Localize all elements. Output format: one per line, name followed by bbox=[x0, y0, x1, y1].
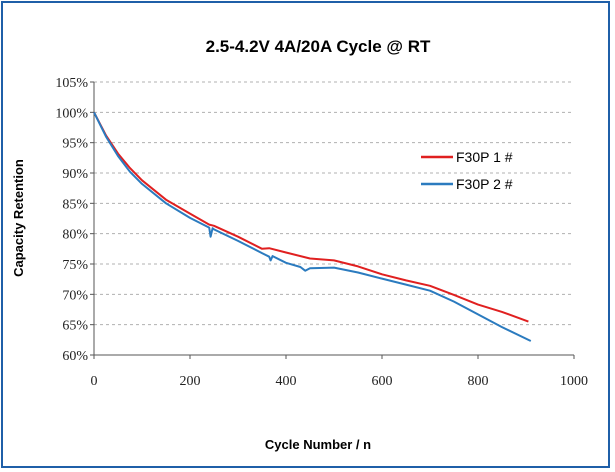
x-axis-label: Cycle Number / n bbox=[265, 437, 371, 452]
grid-lines bbox=[94, 81, 574, 326]
x-tick-label: 0 bbox=[91, 374, 98, 389]
x-tick-label: 800 bbox=[468, 374, 489, 389]
series-line-2 bbox=[93, 111, 532, 342]
chart-title: 2.5-4.2V 4A/20A Cycle @ RT bbox=[206, 37, 431, 56]
x-tick-labels: 0 200 400 600 800 1000 bbox=[91, 374, 589, 389]
chart-frame: 2.5-4.2V 4A/20A Cycle @ RT 60% 65% 70% 75% 8… bbox=[1, 1, 610, 468]
y-axis-label: Capacity Retention bbox=[11, 159, 26, 277]
axes bbox=[90, 81, 575, 359]
y-tick-label: 100% bbox=[55, 106, 88, 121]
legend: F30P 1 # F30P 2 # bbox=[421, 149, 513, 192]
legend-label: F30P 1 # bbox=[456, 149, 513, 165]
y-tick-label: 85% bbox=[62, 197, 88, 212]
y-tick-label: 70% bbox=[62, 288, 88, 303]
y-tick-label: 75% bbox=[62, 258, 88, 273]
series-lines bbox=[93, 111, 532, 342]
y-tick-label: 95% bbox=[62, 137, 88, 152]
legend-label: F30P 2 # bbox=[456, 176, 513, 192]
y-tick-label: 90% bbox=[62, 167, 88, 182]
y-tick-labels: 60% 65% 70% 75% 80% 85% 90% 95% 100% 105% bbox=[55, 76, 88, 364]
line-chart: 2.5-4.2V 4A/20A Cycle @ RT 60% 65% 70% 75% 8… bbox=[11, 37, 589, 452]
y-tick-label: 80% bbox=[62, 228, 88, 243]
x-tick-label: 600 bbox=[372, 374, 393, 389]
y-tick-label: 105% bbox=[55, 76, 88, 91]
x-tick-label: 200 bbox=[180, 374, 201, 389]
x-tick-label: 400 bbox=[276, 374, 297, 389]
x-tick-label: 1000 bbox=[560, 374, 588, 389]
y-tick-label: 65% bbox=[62, 319, 88, 334]
y-tick-label: 60% bbox=[62, 349, 88, 364]
series-line-1 bbox=[93, 111, 529, 323]
